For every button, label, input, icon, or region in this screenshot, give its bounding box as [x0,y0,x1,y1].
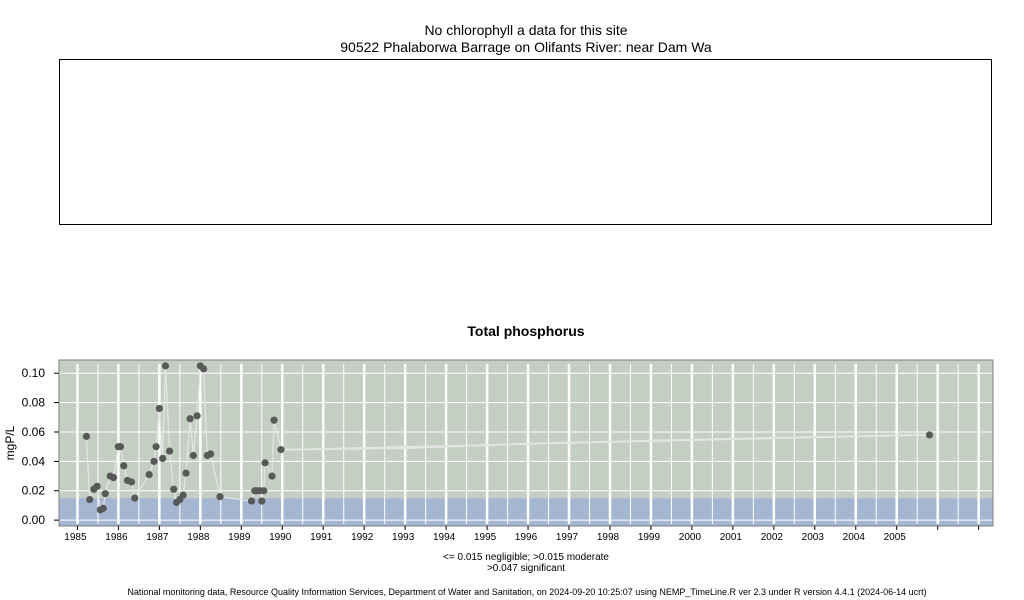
data-point [150,457,158,465]
data-point [261,459,269,467]
data-point [258,497,266,505]
data-point [152,443,160,451]
y-tick-label: 0.06 [22,425,46,439]
trend-line [282,433,930,451]
x-tick-label: 1997 [556,532,579,543]
x-tick-label: 1998 [597,532,620,543]
data-point [82,432,91,440]
site-title: 90522 Phalaborwa Barrage on Olifants Riv… [340,39,712,55]
data-point [116,443,125,451]
band-0 [59,498,993,526]
x-tick-label: 2002 [761,532,784,543]
data-point [159,454,167,463]
total-phosphorus-chart: 0.00 0.02 0.04 0.06 0.08 0.10 1985 1986 1987 1988… [3,359,994,543]
data-point [155,404,163,413]
x-tick-label: 2003 [802,532,825,543]
x-tick-label: 1986 [105,532,128,543]
data-point [86,495,94,504]
data-point [189,451,197,460]
y-axis-label: mgP/L [3,425,17,460]
data-point [925,431,934,439]
x-tick-label: 1990 [269,532,292,543]
no-data-message: No chlorophyll a data for this site [424,22,628,38]
data-point [270,416,278,424]
x-tick-label: 1989 [228,532,251,543]
data-point [170,485,178,493]
data-point [145,470,153,479]
data-point [131,494,139,502]
y-tick-label: 0.02 [22,484,46,498]
x-tick-label: 1991 [310,532,333,543]
x-tick-label: 2001 [720,532,743,543]
data-point [99,504,107,512]
data-point [186,415,194,423]
y-tick-label: 0.00 [22,513,46,527]
chart-title: Total phosphorus [467,323,585,339]
y-tick-label: 0.08 [22,396,46,410]
y-tick-label: 0.10 [22,366,46,380]
data-point [120,462,128,470]
data-point [277,446,285,454]
x-tick-label: 2004 [843,532,866,543]
data-point [166,447,174,455]
x-tick-label: 1995 [474,532,497,543]
x-tick-label: 1996 [515,532,538,543]
data-point [260,487,268,495]
y-tick-label: 0.04 [22,454,46,468]
data-point [182,469,190,477]
data-point [216,493,224,501]
x-tick-label: 2000 [679,532,702,543]
data-point [193,412,201,420]
legend-line-1: <= 0.015 negligible; >0.015 moderate [443,552,609,563]
data-point [93,482,101,490]
x-tick-label: 1992 [351,532,374,543]
x-tick-label: 1994 [433,532,456,543]
plot-frame [58,359,994,527]
data-point [179,491,187,499]
x-tick-label: 1993 [392,532,415,543]
x-tick-label: 1987 [146,532,169,543]
x-tick-label: 2005 [884,532,907,543]
x-tick-label: 1999 [638,532,661,543]
data-point [268,472,276,480]
data-point [206,450,215,458]
x-tick-label: 1985 [64,532,87,543]
data-point [109,473,118,482]
legend-line-2: >0.047 significant [486,563,566,574]
empty-chlorophyll-panel [59,59,992,225]
data-point [247,497,256,505]
data-point [101,490,109,498]
footer-credit: National monitoring data, Resource Quali… [127,587,927,597]
x-tick-label: 1988 [187,532,210,543]
data-point [200,365,208,373]
data-point [127,478,136,486]
data-point [161,362,170,370]
